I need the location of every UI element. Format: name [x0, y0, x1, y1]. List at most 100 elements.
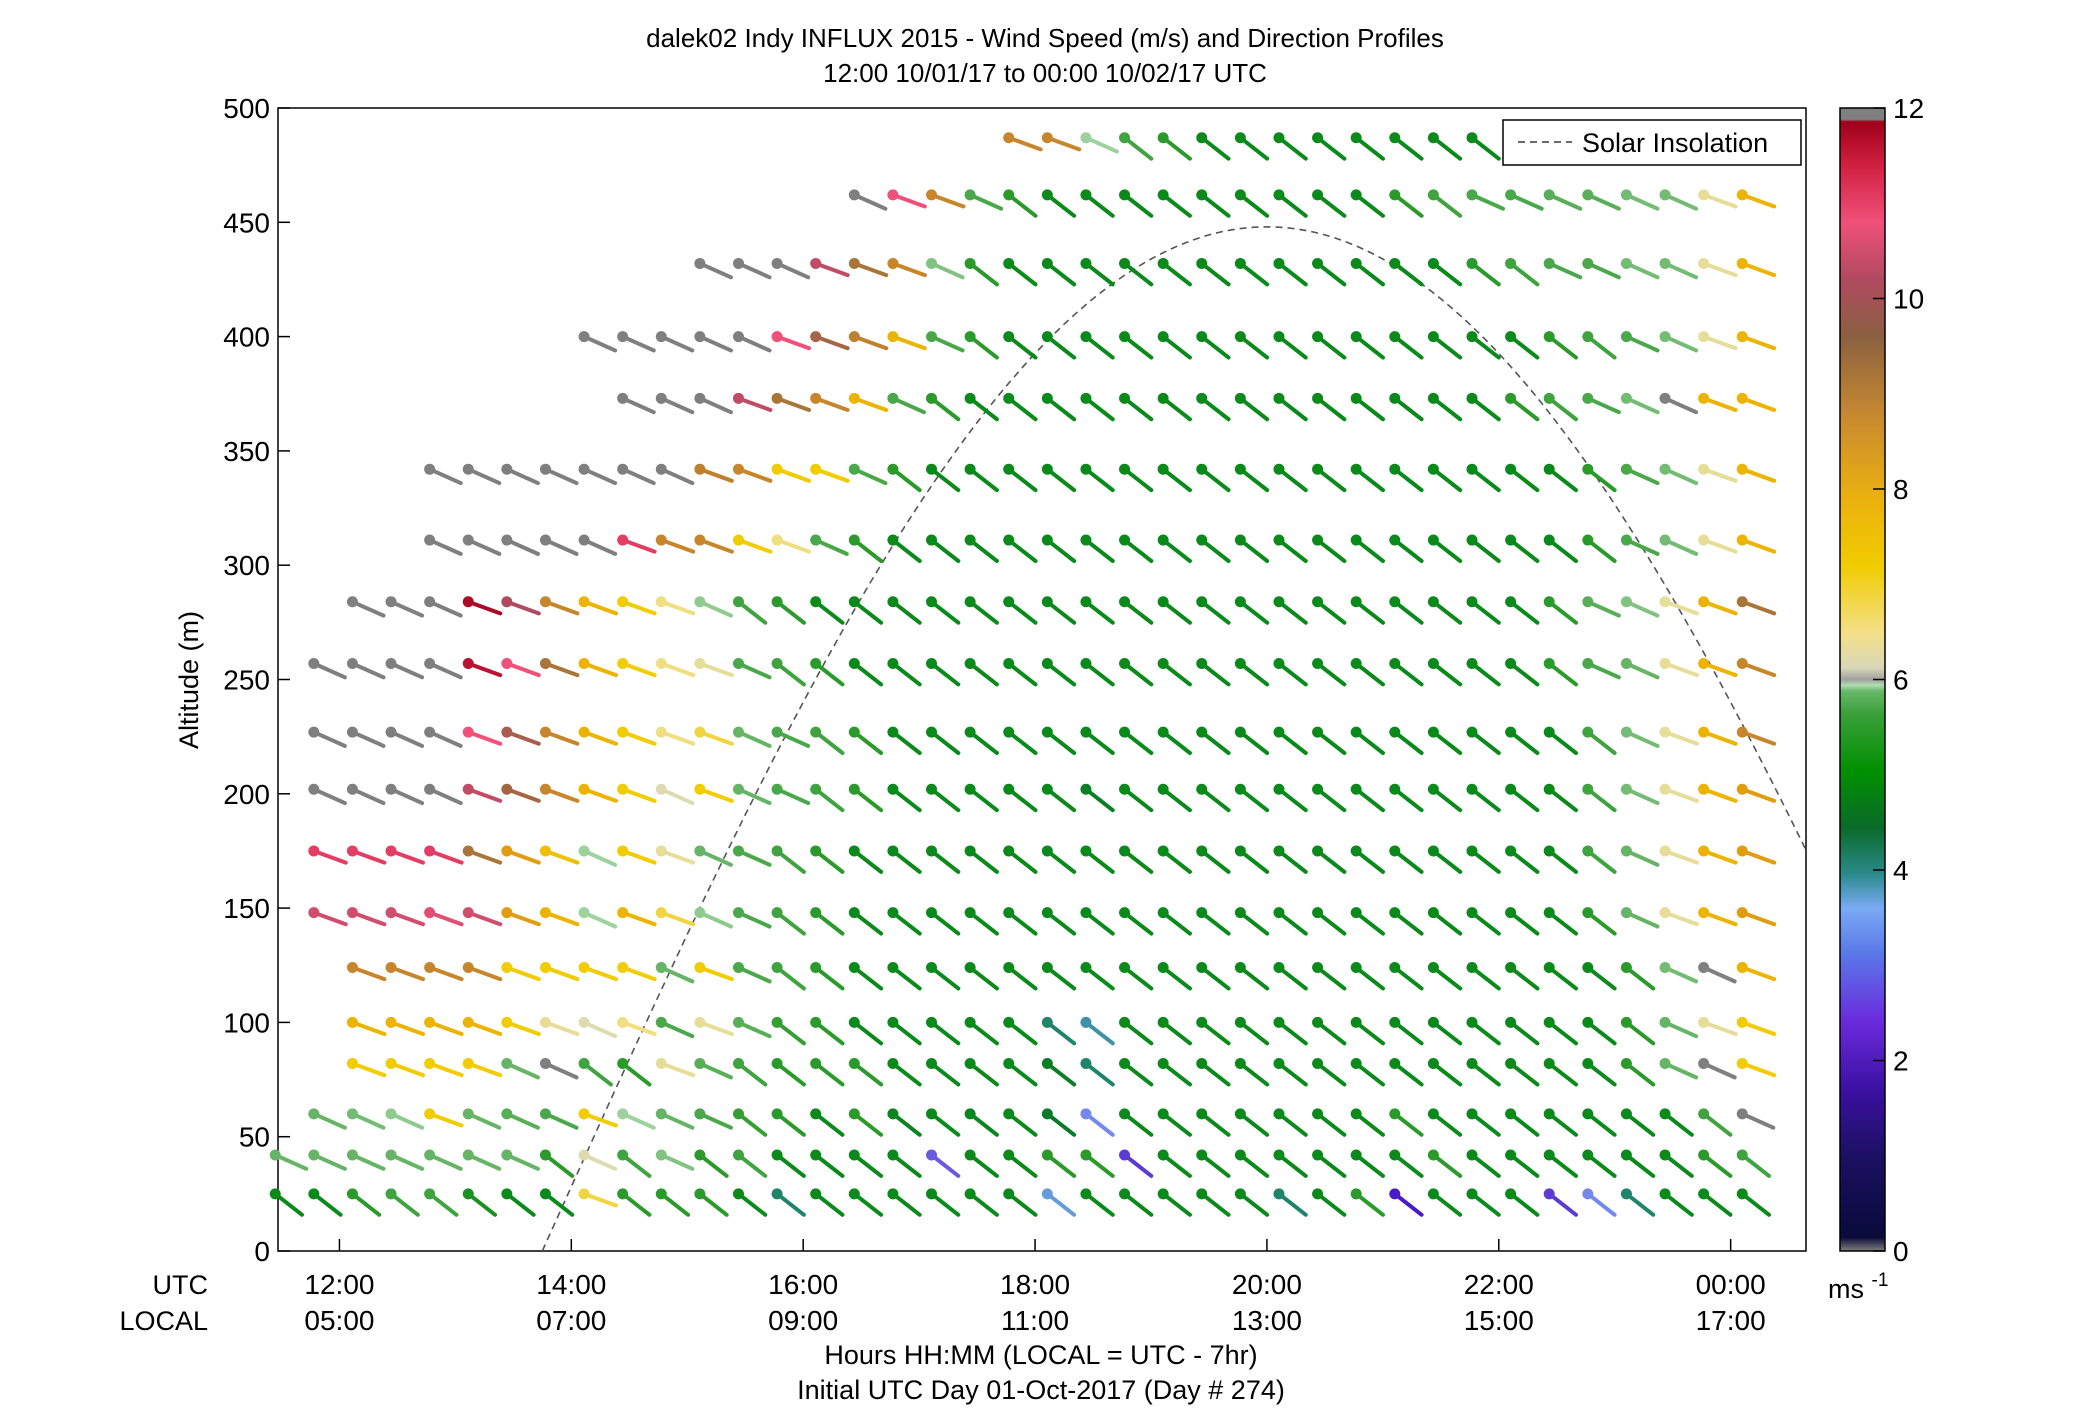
wind-barb — [732, 962, 772, 984]
wind-barb-shaft — [620, 730, 657, 746]
wind-barb-shaft — [852, 787, 884, 813]
wind-barb-head — [1427, 132, 1439, 144]
wind-barb-shaft — [890, 334, 927, 351]
wind-barb-shaft — [1547, 261, 1583, 280]
wind-barb — [1041, 1058, 1077, 1087]
wind-barb — [346, 726, 386, 748]
wind-barb-head — [308, 1149, 320, 1161]
wind-barb-shaft — [1392, 192, 1424, 218]
wind-barbs — [269, 132, 1777, 1217]
wind-barb — [771, 1188, 806, 1217]
wind-barb-shaft — [620, 467, 656, 486]
wind-barb-head — [1736, 463, 1748, 475]
wind-barb-shaft — [968, 730, 999, 756]
wind-barb-head — [732, 1188, 744, 1200]
wind-barb-shaft — [1006, 261, 1038, 287]
wind-barb-shaft — [659, 787, 695, 806]
wind-barb-head — [1505, 463, 1517, 475]
wind-barb — [1698, 845, 1738, 865]
insolation-line — [541, 226, 1807, 1252]
wind-barb-shaft — [1161, 1111, 1192, 1137]
wind-barb-shaft — [620, 661, 657, 678]
wind-barb — [655, 657, 696, 678]
wind-barb-shaft — [389, 848, 425, 865]
wind-barb-head — [1505, 783, 1517, 795]
wind-barb-head — [1312, 1016, 1324, 1028]
wind-barb-head — [539, 463, 551, 475]
wind-barb-shaft — [659, 538, 696, 554]
wind-barb-shaft — [1199, 965, 1231, 991]
wind-barb-head — [539, 907, 551, 919]
wind-barb-shaft — [543, 787, 580, 803]
wind-barb-shaft — [697, 1111, 733, 1130]
wind-barb — [1157, 132, 1192, 161]
wind-barb — [462, 845, 503, 865]
wind-barb-shaft — [1624, 538, 1660, 556]
wind-barb — [1659, 463, 1699, 486]
wind-barb — [655, 392, 695, 415]
wind-barb-head — [1196, 1108, 1208, 1120]
wind-barb-shaft — [427, 848, 464, 865]
wind-barb-shaft — [389, 661, 425, 680]
wind-barb-shaft — [1585, 599, 1621, 618]
wind-barb-head — [1427, 1149, 1439, 1161]
wind-barb-head — [771, 463, 783, 475]
wind-barb-shaft — [1392, 334, 1424, 360]
wind-barb-shaft — [1508, 661, 1540, 687]
wind-barb-shaft — [1199, 661, 1231, 687]
wind-barb-shaft — [1585, 1020, 1617, 1046]
wind-barb-head — [1698, 1058, 1710, 1070]
wind-barb-head — [1041, 962, 1053, 974]
colorbar-unit-base: ms — [1828, 1274, 1864, 1304]
wind-barb-head — [1003, 1058, 1015, 1070]
wind-barb-shaft — [543, 848, 580, 865]
wind-barb-head — [385, 907, 397, 919]
wind-barb — [1157, 189, 1192, 218]
wind-barb-shaft — [1740, 848, 1777, 865]
wind-barb-head — [887, 189, 899, 201]
wind-barb-shaft — [1740, 965, 1777, 982]
wind-barb-head — [1736, 189, 1748, 201]
wind-barb-head — [1312, 331, 1324, 343]
wind-barb-shaft — [1701, 730, 1738, 746]
wind-barb-head — [1620, 962, 1632, 974]
wind-barb — [1350, 1016, 1385, 1046]
wind-barb-head — [501, 962, 513, 974]
wind-barb — [1041, 1149, 1077, 1178]
wind-barb-head — [810, 392, 822, 404]
wind-barb-head — [1466, 596, 1478, 608]
wind-barb-shaft — [1701, 965, 1737, 984]
wind-barb-shaft — [1354, 599, 1385, 625]
wind-barb — [617, 657, 657, 678]
wind-barb-shaft — [813, 1020, 845, 1046]
wind-barb-shaft — [543, 910, 580, 927]
wind-barb-shaft — [775, 261, 811, 280]
wind-barb — [1273, 962, 1308, 991]
wind-barb — [1505, 1058, 1540, 1087]
wind-barb — [501, 596, 541, 616]
wind-barb-shaft — [1701, 538, 1738, 554]
wind-barb-head — [501, 463, 513, 475]
wind-barb — [1389, 463, 1424, 493]
wind-barb-shaft — [1045, 1111, 1077, 1137]
wind-barb — [1196, 132, 1231, 161]
wind-barb-head — [1234, 845, 1246, 857]
wind-barb-shaft — [736, 1152, 768, 1178]
wind-barb-head — [1620, 463, 1632, 475]
wind-barb-head — [1003, 907, 1015, 919]
wind-barb-head — [810, 1016, 822, 1028]
wind-barb-shaft — [852, 334, 889, 351]
wind-barb-head — [501, 907, 513, 919]
wind-barb-head — [1466, 1149, 1478, 1161]
wind-barb — [1273, 331, 1308, 360]
wind-barb-head — [1543, 331, 1555, 343]
wind-barb — [1003, 1188, 1038, 1217]
wind-barb — [1389, 189, 1424, 218]
wind-barb — [1659, 1188, 1694, 1217]
wind-barb — [848, 1016, 884, 1046]
wind-barb-shaft — [350, 599, 386, 618]
wind-barb-head — [1041, 534, 1053, 546]
colorbar-tick-label: 4 — [1893, 855, 1909, 886]
